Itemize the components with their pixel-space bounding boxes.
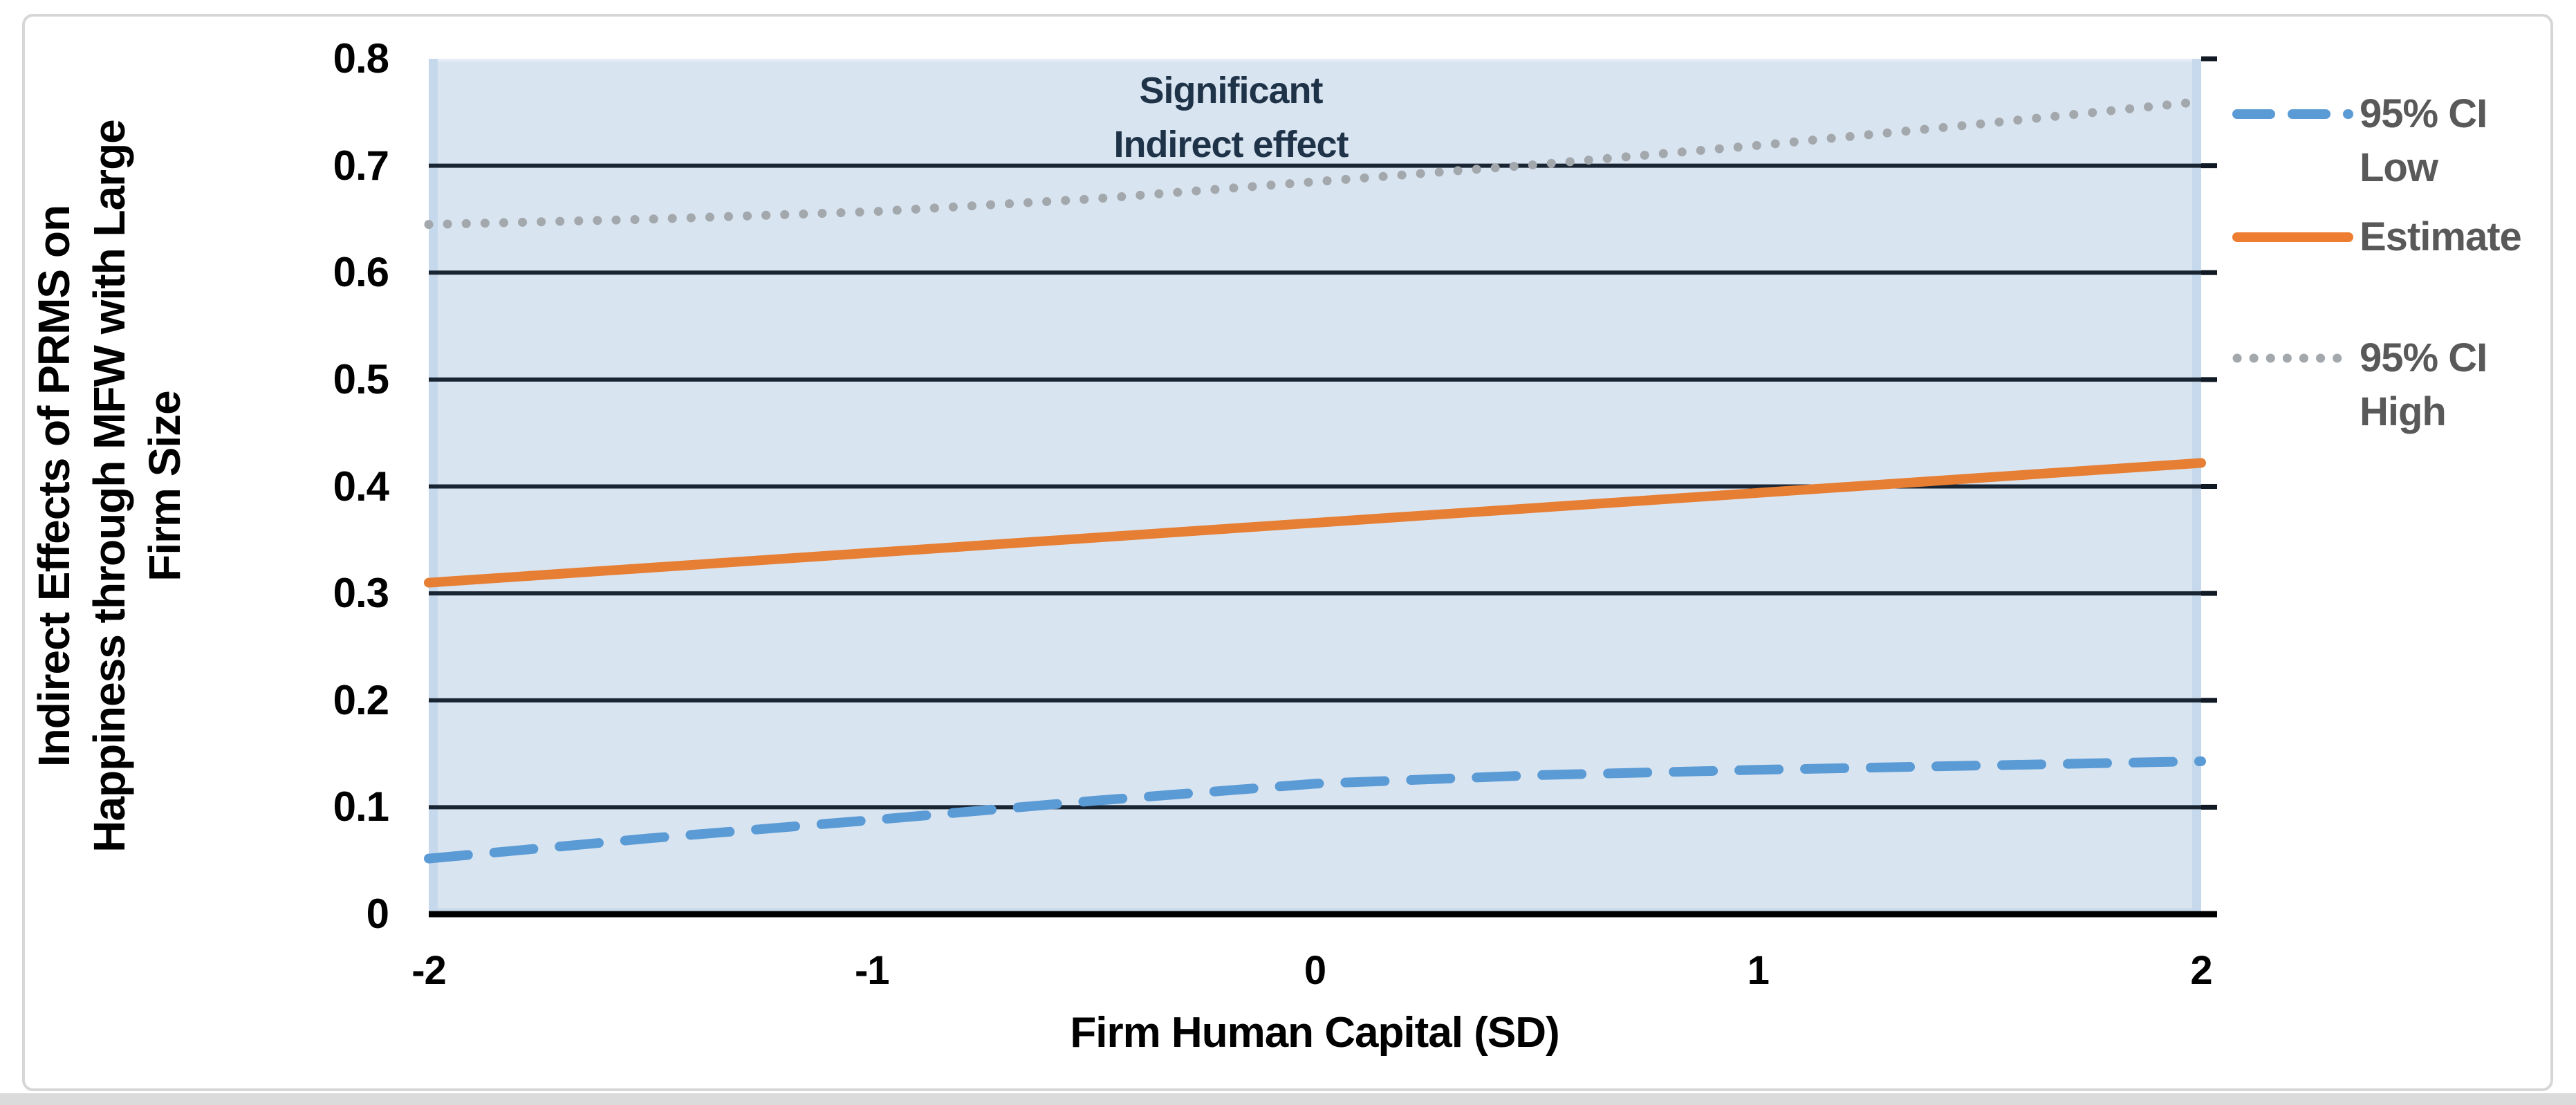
chart-frame-border bbox=[22, 14, 2553, 1091]
y-tick-label-0.1: 0.1 bbox=[333, 783, 389, 830]
x-tick-label-1: 1 bbox=[1747, 948, 1770, 993]
y-tick-label-0: 0 bbox=[366, 891, 389, 937]
legend-swatch-dashed bbox=[2232, 109, 2353, 119]
x-axis-title: Firm Human Capital (SD) bbox=[1070, 1009, 1559, 1057]
series-line-95-ci-low bbox=[424, 756, 2206, 864]
y-tick-label-0.8: 0.8 bbox=[333, 35, 389, 82]
chart-legend: 95% CI Low Estimate 95% CI High bbox=[2232, 0, 2557, 1105]
legend-swatch-dotted bbox=[2232, 353, 2353, 363]
legend-label: Estimate bbox=[2360, 214, 2522, 259]
legend-label: 95% CI High bbox=[2360, 335, 2487, 434]
x-tick-label-0: 0 bbox=[1304, 948, 1326, 993]
x-tick-label--1: -1 bbox=[854, 948, 890, 993]
legend-label: 95% CI Low bbox=[2360, 91, 2487, 190]
y-tick-label-0.4: 0.4 bbox=[333, 463, 389, 510]
y-tick-label-0.2: 0.2 bbox=[333, 676, 389, 723]
x-tick-label--2: -2 bbox=[411, 948, 447, 993]
x-tick-label-2: 2 bbox=[2190, 948, 2212, 993]
y-tick-label-0.7: 0.7 bbox=[333, 142, 389, 189]
y-tick-label-0.5: 0.5 bbox=[333, 355, 389, 402]
series-line-95-ci-high bbox=[424, 97, 2206, 230]
y-tick-label-0.6: 0.6 bbox=[333, 249, 389, 296]
bottom-window-edge bbox=[0, 1093, 2576, 1105]
legend-swatch-solid bbox=[2232, 232, 2353, 242]
y-tick-label-0.3: 0.3 bbox=[333, 570, 389, 617]
series-line-estimate bbox=[424, 458, 2206, 588]
significant-annotation: Significant Indirect effect bbox=[1113, 64, 1349, 171]
annotation-line-1: Significant bbox=[1139, 70, 1323, 111]
annotation-line-2: Indirect effect bbox=[1113, 124, 1349, 165]
